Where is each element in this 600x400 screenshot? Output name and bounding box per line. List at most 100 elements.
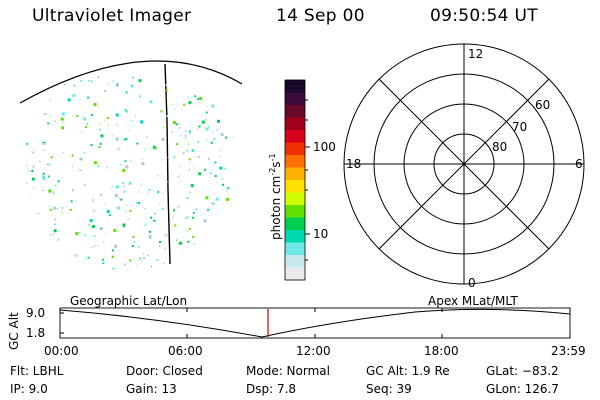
- speckle-pixel: [62, 152, 64, 153]
- speckle-pixel: [48, 206, 50, 208]
- speckle-pixel: [152, 145, 156, 149]
- speckle-pixel: [74, 106, 76, 107]
- speckle-pixel: [88, 223, 91, 226]
- speckle-pixel: [195, 208, 198, 211]
- speckle-pixel: [106, 166, 108, 169]
- speckle-pixel: [220, 195, 222, 197]
- speckle-pixel: [111, 255, 114, 258]
- speckle-pixel: [53, 223, 56, 226]
- speckle-pixel: [100, 134, 104, 138]
- speckle-pixel: [78, 231, 81, 234]
- speckle-pixel: [188, 228, 191, 231]
- speckle-pixel: [205, 119, 207, 121]
- colorbar-unit-exp2: -1: [268, 153, 277, 162]
- colorbar-unit-label: photon cm-2s-1: [268, 153, 283, 240]
- speckle-pixel: [128, 181, 132, 185]
- xtick-0000: 00:00: [44, 344, 79, 358]
- lat-label-60: 60: [535, 98, 551, 112]
- speckle-pixel: [214, 161, 217, 164]
- speckle-pixel: [107, 124, 110, 126]
- speckle-pixel: [115, 137, 119, 141]
- colorbar-frame: [284, 79, 306, 281]
- speckle-pixel: [88, 80, 90, 82]
- speckle-pixel: [54, 218, 57, 221]
- speckle-pixel: [66, 205, 68, 207]
- info-gain: Gain: 13: [126, 382, 177, 396]
- speckle-pixel: [163, 120, 165, 122]
- speckle-pixel: [70, 200, 73, 203]
- colorbar-band: [285, 180, 305, 193]
- speckle-pixel: [131, 245, 134, 248]
- speckle-pixel: [198, 172, 202, 176]
- speckle-pixel: [127, 269, 129, 271]
- speckle-pixel: [179, 165, 182, 168]
- speckle-pixel: [211, 104, 215, 108]
- speckle-pixel: [129, 259, 132, 262]
- speckle-pixel: [144, 149, 146, 151]
- colorbar-band: [285, 105, 305, 118]
- speckle-pixel: [172, 216, 175, 219]
- speckle-pixel: [205, 196, 209, 200]
- speckle-pixel: [194, 95, 197, 98]
- speckle-pixel: [76, 115, 79, 118]
- speckle-pixel: [31, 177, 35, 181]
- speckle-pixel: [122, 182, 124, 185]
- speckle-pixel: [29, 194, 31, 196]
- speckle-pixel: [161, 138, 165, 141]
- speckle-pixel: [32, 165, 35, 168]
- speckle-pixel: [162, 127, 164, 129]
- speckle-pixel: [50, 233, 52, 235]
- speckle-pixel: [148, 235, 152, 238]
- speckle-pixel: [191, 149, 194, 152]
- speckle-pixel: [184, 134, 187, 137]
- speckle-pixel: [75, 130, 77, 132]
- speckle-pixel: [199, 96, 203, 100]
- speckle-pixel: [50, 156, 53, 159]
- speckle-pixel: [55, 184, 57, 186]
- speckle-pixel: [44, 112, 47, 115]
- speckle-pixel: [201, 120, 205, 124]
- speckle-pixel: [52, 154, 54, 156]
- speckle-pixel: [219, 156, 221, 158]
- speckle-pixel: [53, 229, 57, 233]
- speckle-pixel: [159, 245, 161, 247]
- speckle-pixel: [103, 262, 105, 263]
- speckle-pixel: [185, 129, 187, 132]
- speckle-pixel: [156, 175, 158, 177]
- speckle-pixel: [151, 266, 152, 268]
- alt-axis-label: GC Alt: [7, 312, 21, 350]
- speckle-pixel: [87, 256, 90, 259]
- speckle-pixel: [115, 113, 119, 117]
- speckle-pixel: [141, 162, 145, 165]
- speckle-pixel: [39, 160, 41, 162]
- speckle-pixel: [148, 189, 151, 192]
- speckle-pixel: [144, 208, 146, 210]
- speckle-pixel: [104, 90, 107, 93]
- speckle-pixel: [178, 127, 181, 130]
- speckle-pixel: [164, 247, 167, 250]
- speckle-pixel: [102, 241, 105, 244]
- speckle-pixel: [111, 200, 113, 202]
- mlt-label-12: 12: [468, 47, 484, 61]
- speckle-pixel: [115, 123, 118, 126]
- speckle-pixel: [81, 131, 83, 133]
- colorbar-band: [285, 242, 305, 256]
- speckle-pixel: [149, 100, 153, 104]
- speckle-pixel: [198, 125, 201, 128]
- colorbar-label-100: 100: [313, 140, 336, 154]
- speckle-pixel: [122, 168, 126, 172]
- speckle-pixel: [123, 225, 126, 228]
- speckle-pixel: [195, 156, 196, 158]
- speckle-pixel: [78, 218, 80, 220]
- speckle-pixel: [192, 211, 195, 214]
- speckle-pixel: [123, 185, 125, 187]
- speckle-pixel: [28, 170, 30, 172]
- speckle-pixel: [73, 84, 76, 87]
- speckle-pixel: [72, 114, 74, 116]
- speckle-pixel: [188, 143, 190, 145]
- mlt-label-6: 6: [575, 157, 583, 171]
- info-dsp: Dsp: 7.8: [246, 382, 297, 396]
- speckle-pixel: [47, 122, 50, 125]
- info-mode: Mode: Normal: [246, 364, 330, 378]
- speckle-pixel: [209, 172, 212, 175]
